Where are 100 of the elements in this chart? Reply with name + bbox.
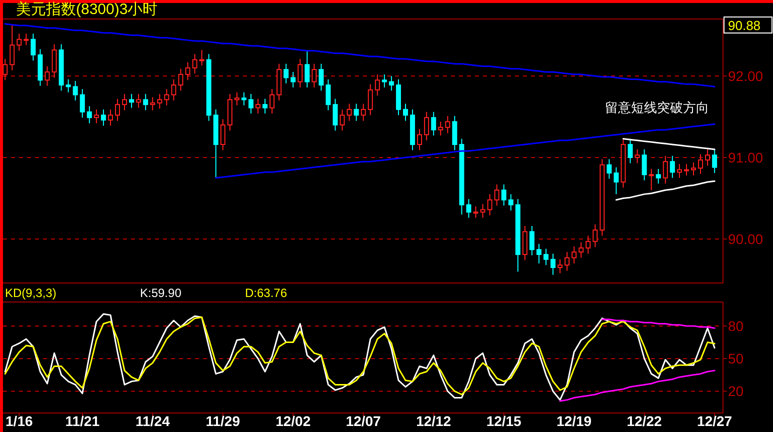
candlestick <box>248 93 254 114</box>
series-label: K:59.90 <box>140 286 182 300</box>
y-tick-label: 50 <box>728 350 744 366</box>
candlestick <box>676 164 682 178</box>
line-series <box>622 138 716 150</box>
line-series <box>559 370 716 402</box>
chart-title: 美元指数(8300)3小时 <box>16 1 158 18</box>
x-tick-label: 1/16 <box>6 413 33 429</box>
candlestick <box>684 164 689 176</box>
candlestick <box>2 58 8 81</box>
candlestick <box>586 235 591 254</box>
candlestick <box>312 63 317 88</box>
line-series <box>215 123 716 179</box>
annotation: 留意短线突破方向 <box>605 100 709 115</box>
candlestick <box>501 184 506 206</box>
candlestick <box>606 158 612 180</box>
text: 90.88 <box>728 18 761 33</box>
candlestick <box>100 108 106 126</box>
candlestick <box>670 155 675 178</box>
candlestick <box>354 103 359 122</box>
candlestick <box>143 93 148 111</box>
y-tick-label: 80 <box>728 318 744 334</box>
candlestick <box>164 88 170 106</box>
candlestick <box>298 58 303 88</box>
candlestick <box>698 154 704 174</box>
candlestick <box>136 93 142 108</box>
candlestick <box>662 155 668 184</box>
candlestick <box>332 98 338 132</box>
line-series <box>4 23 716 88</box>
candlestick <box>346 103 352 122</box>
candlestick <box>360 103 366 122</box>
candlestick <box>255 98 260 114</box>
candlestick <box>550 253 556 276</box>
candlestick <box>628 138 633 164</box>
y-tick-label: 91.00 <box>728 149 764 166</box>
candlestick <box>572 246 577 264</box>
candlestick <box>368 84 373 116</box>
candlestick <box>431 111 436 136</box>
candlestick <box>536 243 542 264</box>
candlestick <box>185 62 190 81</box>
x-tick-label: 12/12 <box>416 413 452 429</box>
y-tick-label: 90.00 <box>728 230 764 247</box>
candlestick <box>157 93 162 110</box>
candlestick <box>473 206 478 218</box>
x-tick-label: 12/02 <box>276 413 311 429</box>
chart-title: KD(9,3,3) <box>5 286 56 300</box>
x-tick-label: 12/19 <box>556 413 592 429</box>
candlestick <box>94 108 99 124</box>
candlestick <box>424 111 430 141</box>
candlestick <box>417 128 422 151</box>
candlestick <box>108 108 113 126</box>
candlestick <box>178 68 184 92</box>
line-series <box>601 318 716 329</box>
candlestick <box>578 242 584 258</box>
candlestick <box>558 258 563 274</box>
candlestick <box>382 74 387 88</box>
candlestick <box>691 162 696 176</box>
candlestick <box>712 148 718 174</box>
candlestick <box>705 148 710 166</box>
candlestick <box>648 168 654 191</box>
candlestick <box>642 148 647 181</box>
candlestick <box>284 63 289 84</box>
candlestick <box>445 115 450 134</box>
candlestick <box>30 33 36 62</box>
candlestick <box>529 225 534 256</box>
candlestick <box>403 103 408 122</box>
candlestick <box>326 78 331 111</box>
candlestick <box>388 76 394 92</box>
candlestick <box>10 24 15 71</box>
candlestick <box>340 108 345 132</box>
candlestick <box>72 80 78 101</box>
candlestick <box>86 106 92 124</box>
text: D:63.76 <box>245 286 288 300</box>
x-tick-label: 11/24 <box>135 413 170 429</box>
candlestick <box>262 98 268 114</box>
line-series <box>615 180 716 201</box>
candlestick <box>241 92 246 106</box>
x-tick-label: 11/29 <box>206 413 240 429</box>
candlestick <box>234 92 240 106</box>
candlestick <box>318 63 324 92</box>
candlestick <box>487 194 492 216</box>
candlestick <box>52 44 57 78</box>
candlestick <box>80 88 85 118</box>
candlestick <box>122 93 128 111</box>
candlestick <box>374 74 380 96</box>
x-tick-label: 12/07 <box>346 413 382 429</box>
candlestick <box>438 121 444 136</box>
candlestick <box>508 194 514 211</box>
candlestick <box>480 203 486 218</box>
candlestick <box>44 66 50 86</box>
candlestick <box>452 115 458 151</box>
candlestick <box>564 252 570 272</box>
y-tick-label: 92.00 <box>728 68 764 84</box>
candlestick <box>614 166 619 195</box>
candlestick <box>522 225 528 261</box>
x-tick-label: 11/21 <box>65 413 100 429</box>
candlestick <box>270 88 275 114</box>
candlestick <box>66 78 71 93</box>
candlestick <box>199 49 204 66</box>
candlestick <box>466 198 472 218</box>
